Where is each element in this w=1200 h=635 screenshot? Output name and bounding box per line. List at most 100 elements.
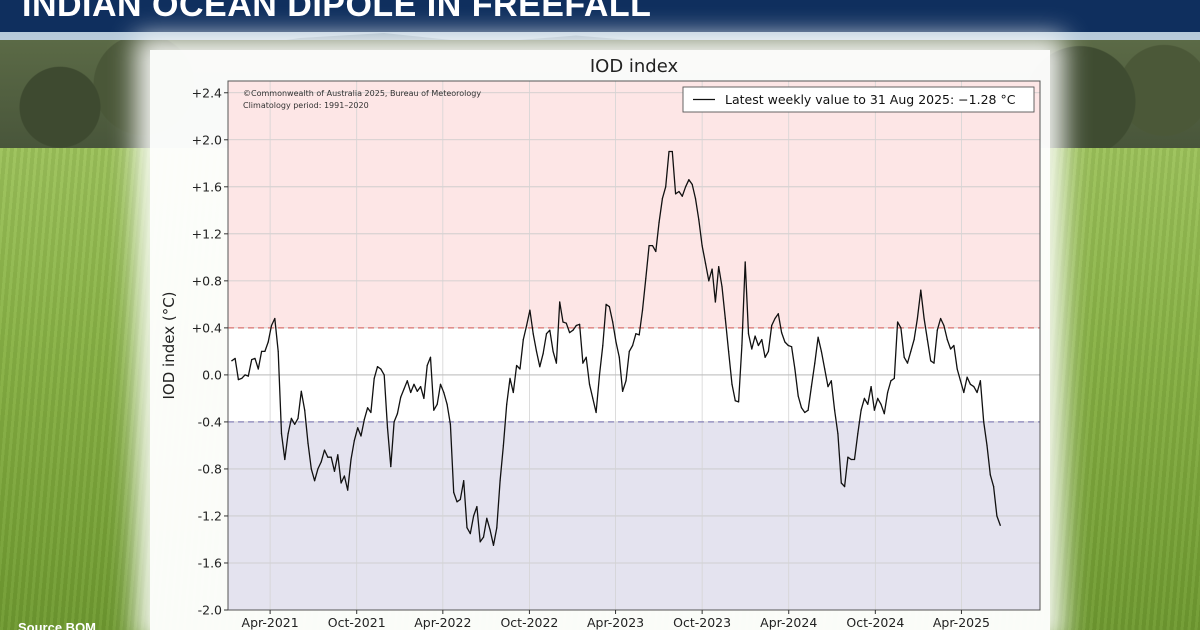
data-point (668, 150, 670, 153)
data-point (231, 360, 233, 362)
data-point (956, 368, 958, 370)
data-point (969, 383, 972, 385)
data-point (366, 407, 369, 409)
data-point (410, 391, 412, 394)
data-point (373, 377, 375, 380)
data-point (744, 261, 746, 263)
data-point (496, 527, 498, 529)
data-point (363, 418, 365, 421)
data-point (936, 329, 938, 331)
data-point (873, 409, 875, 411)
data-point (718, 266, 720, 268)
data-point (804, 411, 806, 414)
data-point (403, 388, 405, 390)
copyright-annotation: ©Commonwealth of Australia 2025, Bureau … (243, 89, 481, 98)
data-point (704, 262, 707, 264)
data-point (923, 317, 925, 320)
data-point (824, 368, 826, 370)
data-point (284, 458, 286, 461)
data-point (896, 321, 899, 323)
data-point (850, 458, 852, 461)
data-point (317, 468, 319, 470)
data-point (655, 250, 657, 253)
positive-iod-band (228, 81, 1040, 328)
data-point (522, 339, 524, 341)
data-point (323, 449, 326, 451)
data-point (949, 348, 952, 350)
data-point (728, 350, 730, 352)
data-point (486, 517, 488, 519)
data-point (267, 341, 269, 343)
data-point (449, 423, 452, 425)
data-point (625, 380, 627, 382)
x-tick-label: Oct-2022 (500, 615, 558, 630)
data-point (605, 303, 607, 305)
data-point (542, 353, 544, 355)
chart-panel: +2.4 +2.0 +1.6 +1.2 +0.8 +0.4 0.0 -0.4 -0.8 -1.2 -… (150, 50, 1050, 630)
data-point (390, 465, 392, 468)
data-point (287, 433, 289, 435)
data-point (516, 364, 518, 367)
data-point (853, 458, 856, 461)
data-point (376, 366, 379, 368)
data-point (350, 458, 352, 461)
data-point (413, 383, 415, 385)
data-point (671, 150, 673, 153)
data-point (628, 350, 630, 352)
data-point (757, 344, 760, 347)
data-point (608, 306, 610, 308)
data-point (290, 417, 293, 419)
data-point (519, 368, 521, 370)
data-point (400, 396, 402, 398)
data-point (817, 336, 819, 338)
data-point (555, 362, 557, 364)
data-point (618, 356, 620, 358)
data-point (539, 366, 541, 368)
data-point (502, 444, 504, 447)
data-point (343, 475, 346, 477)
data-point (386, 427, 389, 429)
chart-title: IOD index (590, 56, 679, 77)
y-tick-label: +1.2 (192, 226, 222, 241)
data-point (781, 331, 783, 334)
data-point (423, 397, 425, 399)
data-point (294, 423, 296, 425)
data-point (920, 289, 922, 291)
headline: INDIAN OCEAN DIPOLE IN FREEFALL (22, 0, 652, 24)
data-point (479, 541, 481, 543)
x-tick-label: Apr-2021 (242, 615, 299, 630)
x-tick-label: Oct-2021 (328, 615, 386, 630)
y-tick-label: +0.8 (192, 273, 222, 288)
data-point (393, 421, 395, 423)
data-point (807, 409, 809, 411)
data-point (545, 333, 548, 335)
data-point (761, 339, 763, 341)
data-point (575, 324, 577, 327)
data-point (572, 329, 574, 331)
data-point (297, 417, 299, 419)
data-point (569, 331, 571, 334)
data-point (993, 485, 995, 488)
data-point (304, 409, 306, 411)
data-point (784, 341, 786, 343)
data-point (996, 515, 998, 517)
data-point (701, 244, 703, 247)
data-point (436, 403, 438, 405)
data-point (360, 435, 362, 437)
y-axis-ticks: +2.4 +2.0 +1.6 +1.2 +0.8 +0.4 0.0 -0.4 -0.8 -1.2 -… (192, 85, 228, 618)
data-point (986, 444, 988, 447)
data-point (870, 386, 872, 388)
data-point (940, 317, 942, 320)
data-point (857, 433, 859, 435)
data-point (396, 413, 399, 415)
data-point (472, 515, 475, 517)
data-point (277, 350, 279, 352)
data-point (711, 268, 713, 270)
data-point (327, 456, 329, 458)
y-tick-label: +2.0 (192, 132, 222, 147)
data-point (264, 350, 266, 352)
data-point (661, 197, 663, 200)
data-point (251, 359, 253, 361)
data-point (731, 383, 733, 385)
data-point (797, 395, 799, 397)
